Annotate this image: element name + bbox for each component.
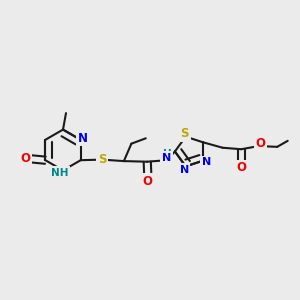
Text: N: N [162,153,171,163]
Text: O: O [236,161,246,174]
Text: O: O [21,152,31,165]
Text: N: N [202,157,211,167]
Text: O: O [143,175,153,188]
Text: O: O [256,137,266,150]
Text: S: S [98,153,106,166]
Text: N: N [78,132,88,145]
Text: NH: NH [51,168,69,178]
Text: N: N [180,165,189,175]
Text: H: H [163,148,172,159]
Text: S: S [181,127,189,140]
